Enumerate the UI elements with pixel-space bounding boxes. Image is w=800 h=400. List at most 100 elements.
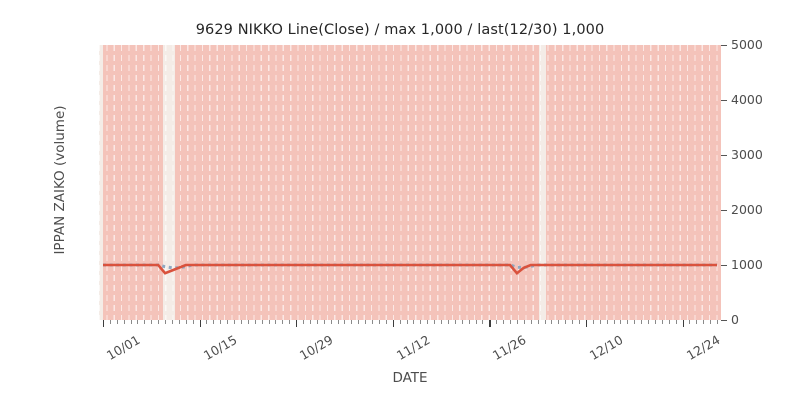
x-tick-minor [351,320,353,324]
y-tick-mark-icon [721,154,727,156]
x-axis-ticks [99,320,721,330]
x-tick-minor [606,320,608,324]
x-tick-minor [537,320,539,324]
plot-area[interactable]: ZAIKO SMA5 [99,45,721,320]
y-tick-mark-icon [721,44,727,46]
y-axis-tick: 0 [721,313,739,327]
x-tick-minor [551,320,553,324]
x-tick-minor [185,320,187,324]
x-tick-minor [227,320,229,324]
x-axis-tick-label: 10/01 [103,332,143,364]
y-tick-label: 1000 [731,257,763,272]
x-tick-minor [337,320,339,324]
x-tick-major [392,320,394,327]
x-axis-tick-label: 10/29 [296,332,336,364]
x-tick-minor [123,320,125,324]
x-tick-minor [447,320,449,324]
x-tick-minor [516,320,518,324]
x-tick-minor [406,320,408,324]
x-tick-minor [178,320,180,324]
x-tick-minor [247,320,249,324]
y-tick-label: 0 [731,312,739,327]
x-tick-minor [461,320,463,324]
x-tick-minor [151,320,153,324]
x-tick-major [296,320,298,327]
x-tick-minor [372,320,374,324]
y-tick-mark-icon [721,264,727,266]
x-tick-minor [689,320,691,324]
x-tick-minor [261,320,263,324]
chart-title: 9629 NIKKO Line(Close) / max 1,000 / las… [195,22,605,38]
x-tick-minor [661,320,663,324]
x-tick-minor [441,320,443,324]
x-tick-minor [234,320,236,324]
x-tick-minor [413,320,415,324]
x-tick-minor [496,320,498,324]
x-tick-major [682,320,684,327]
y-tick-label: 3000 [731,147,763,162]
x-tick-minor [654,320,656,324]
x-tick-minor [599,320,601,324]
y-axis-tick: 2000 [721,203,763,217]
x-tick-minor [365,320,367,324]
x-axis-tick-label: 11/26 [490,332,529,364]
x-tick-minor [675,320,677,324]
x-tick-minor [213,320,215,324]
x-tick-minor [220,320,222,324]
x-tick-major [585,320,588,327]
y-tick-label: 5000 [731,37,763,52]
y-axis: 0 1000 2000 3000 4000 5000 [721,38,799,327]
x-tick-minor [323,320,325,324]
y-tick-label: 2000 [731,202,763,217]
x-tick-minor [668,320,670,324]
x-axis-title: DATE [392,370,428,386]
x-axis-tick-label: 11/12 [393,332,433,364]
x-tick-minor [378,320,380,324]
x-tick-minor [158,320,160,324]
y-tick-mark-icon [721,99,727,101]
x-tick-minor [206,320,208,324]
x-tick-minor [565,320,567,324]
x-tick-minor [358,320,360,324]
x-tick-minor [116,320,118,324]
y-tick-mark-icon [721,209,727,211]
x-tick-minor [592,320,594,324]
x-tick-minor [330,320,332,324]
x-tick-minor [303,320,305,324]
y-tick-label: 4000 [731,92,763,107]
x-tick-minor [613,320,615,324]
x-tick-minor [572,320,574,324]
y-axis-tick: 4000 [721,93,763,107]
y-axis-tick: 5000 [721,38,763,52]
x-tick-minor [420,320,422,324]
x-tick-minor [399,320,401,324]
x-tick-minor [579,320,581,324]
x-tick-minor [282,320,284,324]
x-tick-minor [634,320,636,324]
x-tick-minor [137,320,139,324]
x-tick-minor [275,320,277,324]
x-tick-major [199,320,201,327]
x-tick-minor [144,320,146,324]
x-axis-tick-label: 10/15 [200,332,240,364]
x-tick-minor [254,320,256,324]
x-tick-minor [475,320,477,324]
x-tick-minor [530,320,532,324]
x-tick-minor [309,320,311,324]
series-line-zaiko [103,263,717,276]
x-tick-minor [482,320,484,324]
x-tick-minor [710,320,712,324]
x-tick-minor [434,320,436,324]
y-axis-title: IPPAN ZAIKO (volume) [52,105,68,255]
x-tick-major [103,320,105,327]
grid-lines-vertical [99,45,721,320]
x-tick-minor [130,320,132,324]
x-tick-minor [641,320,643,324]
x-axis-tick-label: 12/10 [586,332,626,364]
x-tick-minor [192,320,194,324]
x-tick-minor [523,320,525,324]
x-axis-tick-label: 12/24 [683,332,723,364]
x-tick-minor [109,320,111,324]
series-plot [103,263,717,276]
